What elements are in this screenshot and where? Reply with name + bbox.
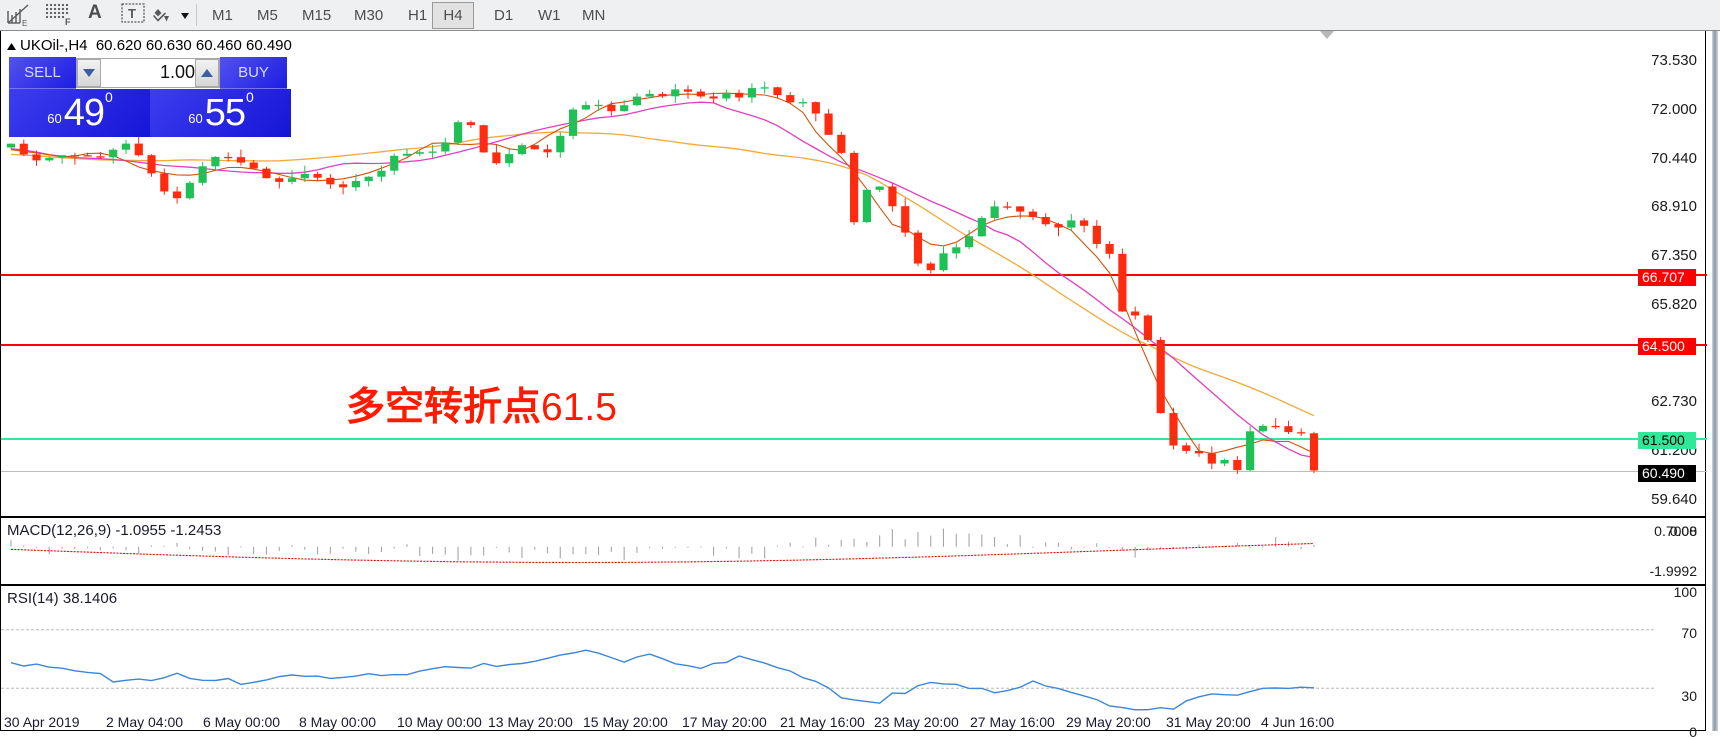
svg-text:T: T [128, 6, 136, 21]
svg-text:F: F [65, 17, 71, 27]
svg-text:E: E [22, 19, 27, 27]
